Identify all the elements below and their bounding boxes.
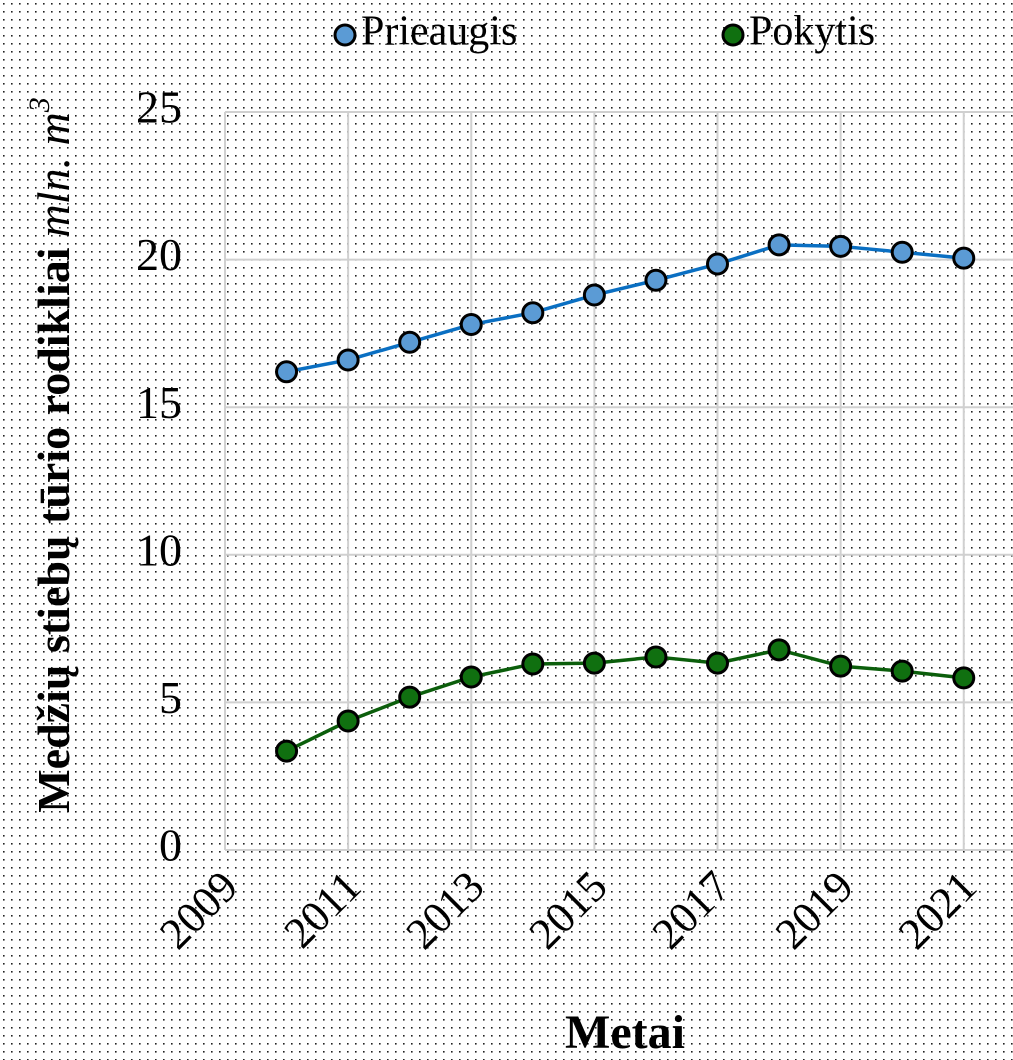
legend-label: Pokytis	[749, 9, 875, 55]
data-point	[459, 313, 483, 337]
data-point	[767, 233, 791, 257]
data-point	[336, 709, 360, 733]
data-point	[398, 330, 422, 354]
y-axis-unit: mln. m	[28, 112, 79, 237]
data-point	[275, 739, 299, 763]
legend-marker	[333, 23, 357, 47]
x-axis-title: Metai	[565, 1006, 685, 1059]
data-point	[582, 283, 606, 307]
legend-marker	[721, 23, 745, 47]
data-point	[644, 645, 668, 669]
data-point	[767, 638, 791, 662]
data-point	[706, 252, 729, 276]
data-point	[952, 246, 976, 270]
data-point	[644, 268, 668, 292]
y-tick-label: 10	[136, 524, 182, 575]
data-point	[275, 360, 299, 384]
y-tick-label: 0	[159, 820, 182, 871]
data-point	[890, 659, 914, 683]
y-axis-unit-sup: 3	[23, 97, 56, 113]
y-tick-label: 15	[136, 377, 182, 428]
data-point	[706, 651, 729, 675]
y-tick-label: 20	[136, 229, 182, 280]
legend-label: Prieaugis	[361, 9, 517, 55]
data-point	[521, 301, 545, 325]
data-point	[336, 348, 360, 372]
data-point	[459, 665, 483, 689]
data-point	[952, 666, 976, 690]
y-axis-title-main: Medžių stiebų tūrio rodikliai	[28, 247, 79, 812]
y-tick-label: 25	[136, 82, 182, 133]
y-axis-title: Medžių stiebų tūrio rodikliai mln. m3	[23, 97, 79, 813]
data-point	[398, 685, 422, 709]
y-tick-label: 5	[159, 672, 182, 723]
data-point	[890, 240, 914, 264]
data-point	[521, 652, 545, 676]
data-point	[829, 654, 853, 678]
data-point	[829, 234, 853, 258]
data-point	[582, 651, 606, 675]
